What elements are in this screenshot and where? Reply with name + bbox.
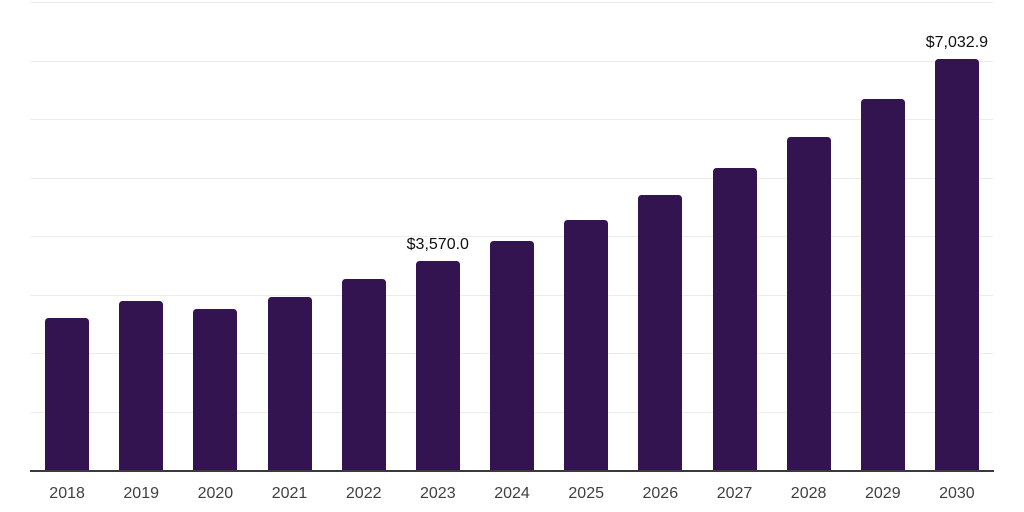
x-tick-2027: 2027 <box>716 485 753 502</box>
x-tick-2030: 2030 <box>939 485 975 502</box>
x-tick-2028: 2028 <box>790 485 827 502</box>
bar-2024[interactable] <box>490 240 534 470</box>
bar-2028[interactable] <box>786 136 831 470</box>
bar-2022[interactable] <box>341 279 386 470</box>
data-label-2030: $7,032.9 <box>925 33 989 51</box>
x-tick-2029: 2029 <box>865 485 901 502</box>
bar-2023[interactable] <box>415 261 460 470</box>
bar-2025[interactable] <box>564 219 609 470</box>
gridline-4000 <box>30 236 993 237</box>
x-tick-2024: 2024 <box>494 485 530 502</box>
x-tick-2026: 2026 <box>642 485 679 502</box>
data-label-2023: $3,570.0 <box>406 236 469 254</box>
bar-2026[interactable] <box>638 195 683 470</box>
bar-2021[interactable] <box>267 296 312 470</box>
gridline-6000 <box>30 119 993 120</box>
gridline-8000 <box>30 2 993 3</box>
x-tick-2025: 2025 <box>568 485 604 502</box>
x-tick-2023: 2023 <box>420 485 456 502</box>
bar-2027[interactable] <box>712 167 757 470</box>
bar-2020[interactable] <box>193 309 238 470</box>
x-tick-2020: 2020 <box>197 485 234 502</box>
x-tick-2019: 2019 <box>123 485 159 502</box>
x-axis-line <box>30 469 994 472</box>
gridline-7000 <box>30 60 993 62</box>
x-tick-2022: 2022 <box>345 485 382 502</box>
bar-2018[interactable] <box>45 317 90 470</box>
bar-2029[interactable] <box>860 98 905 470</box>
x-tick-2018: 2018 <box>49 485 85 502</box>
x-tick-2021: 2021 <box>271 485 308 502</box>
bar-2030[interactable] <box>934 58 979 470</box>
gridline-5000 <box>30 177 993 179</box>
bar-2019[interactable] <box>119 300 164 470</box>
